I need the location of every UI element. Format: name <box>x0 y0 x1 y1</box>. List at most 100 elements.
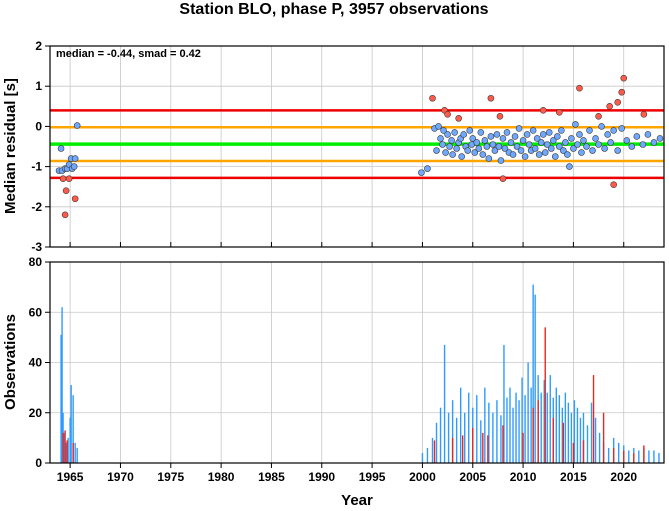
observations-y-tick-label: 80 <box>29 255 43 269</box>
residual-point <box>433 147 440 154</box>
residual-point <box>543 141 551 148</box>
outlier-point <box>71 195 79 203</box>
residual-point <box>529 127 537 134</box>
residual-point <box>435 123 442 130</box>
observations-y-ticks: 80 60 40 20 0 <box>29 255 50 470</box>
observations-y-tick-label: 40 <box>29 356 43 370</box>
residual-point <box>650 139 658 146</box>
residual-point <box>460 131 467 138</box>
observation-bars <box>60 284 660 463</box>
residual-point <box>568 135 575 142</box>
outlier-point <box>618 88 626 96</box>
outlier-point <box>620 74 628 82</box>
residual-point <box>458 153 465 160</box>
residual-point <box>487 133 495 140</box>
residual-point <box>633 133 641 140</box>
residual-y-axis-label: Median residual [s] <box>2 78 19 214</box>
observations-y-tick-label: 60 <box>29 305 43 319</box>
residual-point <box>586 127 593 134</box>
year-tick-label: 1970 <box>107 470 134 484</box>
residual-point <box>558 127 565 134</box>
outlier-point <box>640 111 648 118</box>
residual-point <box>469 135 477 142</box>
residual-point <box>598 123 605 130</box>
residual-point <box>418 169 425 176</box>
residual-point <box>57 145 65 152</box>
year-x-ticks: 1965 1970 1975 1980 1985 1990 1995 2000 2005 2010… <box>57 463 637 484</box>
residual-point <box>523 131 531 138</box>
residual-point <box>464 147 472 154</box>
year-tick-label: 2020 <box>610 470 637 484</box>
x-axis-label: Year <box>341 492 373 509</box>
residual-point <box>511 133 519 140</box>
outlier-point <box>61 211 69 219</box>
residual-point <box>583 143 590 150</box>
outlier-point <box>455 115 462 122</box>
residual-point <box>535 151 543 158</box>
residual-point <box>572 121 579 128</box>
residual-point <box>513 143 521 150</box>
chart-title: Station BLO, phase P, 3957 observations <box>179 1 488 18</box>
residual-point <box>446 143 453 150</box>
residual-point <box>485 155 493 162</box>
residual-point <box>578 149 585 156</box>
outlier-point <box>59 175 67 182</box>
residual-point <box>531 145 539 152</box>
residual-point <box>604 131 611 138</box>
residual-point <box>481 137 489 144</box>
residual-point <box>541 149 549 156</box>
outlier-point <box>487 94 495 102</box>
residual-point <box>566 163 573 170</box>
residual-point <box>628 143 636 150</box>
residual-point <box>551 153 559 160</box>
observations-y-axis-label: Observations <box>2 314 19 410</box>
residual-point <box>501 145 509 152</box>
year-tick-label: 1980 <box>208 470 235 484</box>
residual-point <box>580 137 587 144</box>
observations-y-tick-label: 20 <box>29 406 43 420</box>
residual-point <box>639 141 647 148</box>
residual-point <box>489 141 497 148</box>
residual-points <box>55 74 664 219</box>
residual-point <box>71 155 79 162</box>
outlier-point <box>606 103 613 110</box>
residual-y-tick-label: -2 <box>31 200 42 214</box>
residual-point <box>479 151 487 158</box>
residual-y-tick-label: -1 <box>31 160 42 174</box>
residual-point <box>556 143 563 150</box>
residual-point <box>483 143 491 150</box>
residual-point <box>449 151 456 158</box>
residual-point <box>477 129 485 136</box>
year-tick-label: 1965 <box>57 470 84 484</box>
outlier-point <box>429 94 436 102</box>
residual-point <box>442 149 449 156</box>
residual-point <box>471 149 479 156</box>
year-tick-label: 1985 <box>258 470 285 484</box>
residual-point <box>610 127 617 134</box>
residual-point <box>440 127 447 134</box>
residual-point <box>437 135 444 142</box>
residual-y-ticks: 2 1 0 -1 -2 -3 <box>31 39 625 254</box>
residual-point <box>614 147 621 154</box>
residual-y-tick-label: 0 <box>35 119 42 133</box>
residual-point <box>70 163 78 170</box>
year-tick-label: 2005 <box>459 470 486 484</box>
residual-point <box>623 137 631 144</box>
residual-point <box>497 157 505 164</box>
outlier-point <box>595 113 602 120</box>
year-tick-label: 2010 <box>510 470 537 484</box>
residual-y-tick-label: -3 <box>31 240 42 254</box>
residual-point <box>499 135 507 142</box>
residual-point <box>539 131 547 138</box>
observations-y-tick-label: 0 <box>35 456 42 470</box>
residual-point <box>545 129 553 136</box>
year-tick-label: 1975 <box>157 470 184 484</box>
year-tick-label: 1995 <box>359 470 386 484</box>
residual-panel: 2 1 0 -1 -2 -3 median = -0.44, smad = 0.42 Me… <box>2 39 665 254</box>
residual-y-tick-label: 1 <box>35 79 42 93</box>
outlier-point <box>65 175 73 182</box>
residual-point <box>549 137 557 144</box>
residual-point <box>562 139 569 146</box>
residual-point <box>475 145 483 152</box>
